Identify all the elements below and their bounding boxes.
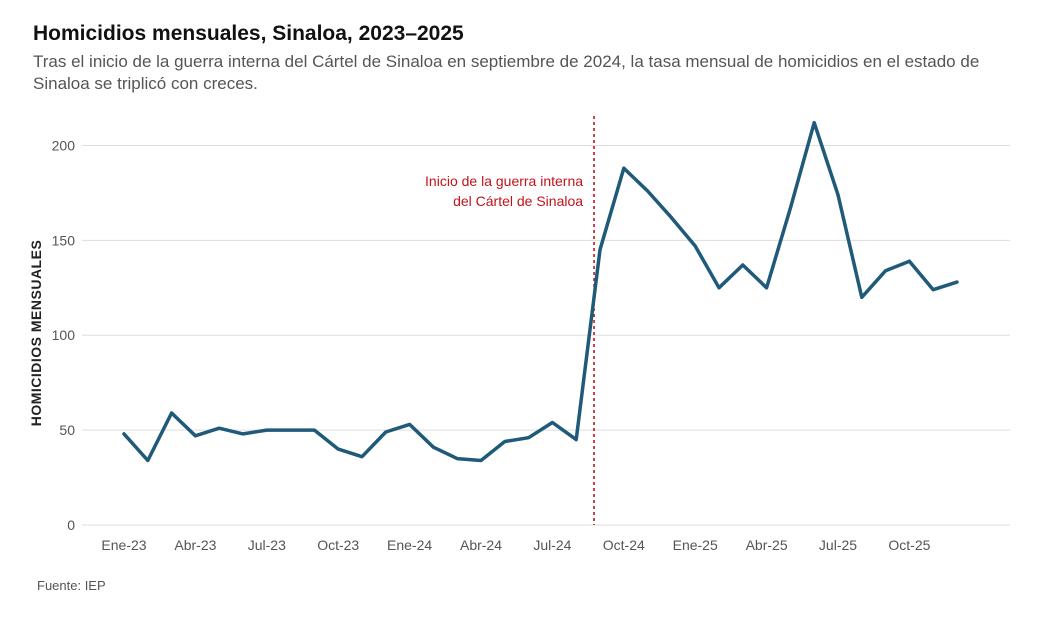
x-tick-label-Ene-24: Ene-24 [387, 537, 432, 553]
chart-subtitle: Tras el inicio de la guerra interna del … [33, 52, 980, 93]
homicides-series-line [122, 120, 959, 463]
y-tick-label-0: 0 [67, 517, 75, 533]
x-tick-label-Jul-23: Jul-23 [248, 537, 286, 553]
annotation-text-line-1: Inicio de la guerra interna [425, 173, 583, 189]
x-tick-label-Oct-23: Oct-23 [317, 537, 359, 553]
x-tick-label-Ene-23: Ene-23 [101, 537, 146, 553]
source-note: Fuente: IEP [37, 578, 106, 593]
annotation-text-line-2: del Cártel de Sinaloa [453, 193, 583, 209]
x-tick-label-Ene-25: Ene-25 [673, 537, 718, 553]
x-tick-label-Oct-25: Oct-25 [888, 537, 930, 553]
x-tick-label-Abr-24: Abr-24 [460, 537, 502, 553]
x-tick-label-Jul-24: Jul-24 [533, 537, 571, 553]
chart-title: Homicidios mensuales, Sinaloa, 2023–2025 [33, 22, 464, 45]
y-axis-label: HOMICIDIOS MENSUALES [28, 240, 44, 427]
y-tick-label-100: 100 [52, 327, 76, 343]
y-tick-label-50: 50 [59, 422, 75, 438]
x-tick-label-Oct-24: Oct-24 [603, 537, 645, 553]
x-tick-label-Abr-23: Abr-23 [174, 537, 216, 553]
y-tick-label-150: 150 [52, 232, 76, 248]
x-tick-label-Jul-25: Jul-25 [819, 537, 857, 553]
x-tick-label-Abr-25: Abr-25 [746, 537, 788, 553]
y-tick-label-200: 200 [52, 137, 76, 153]
